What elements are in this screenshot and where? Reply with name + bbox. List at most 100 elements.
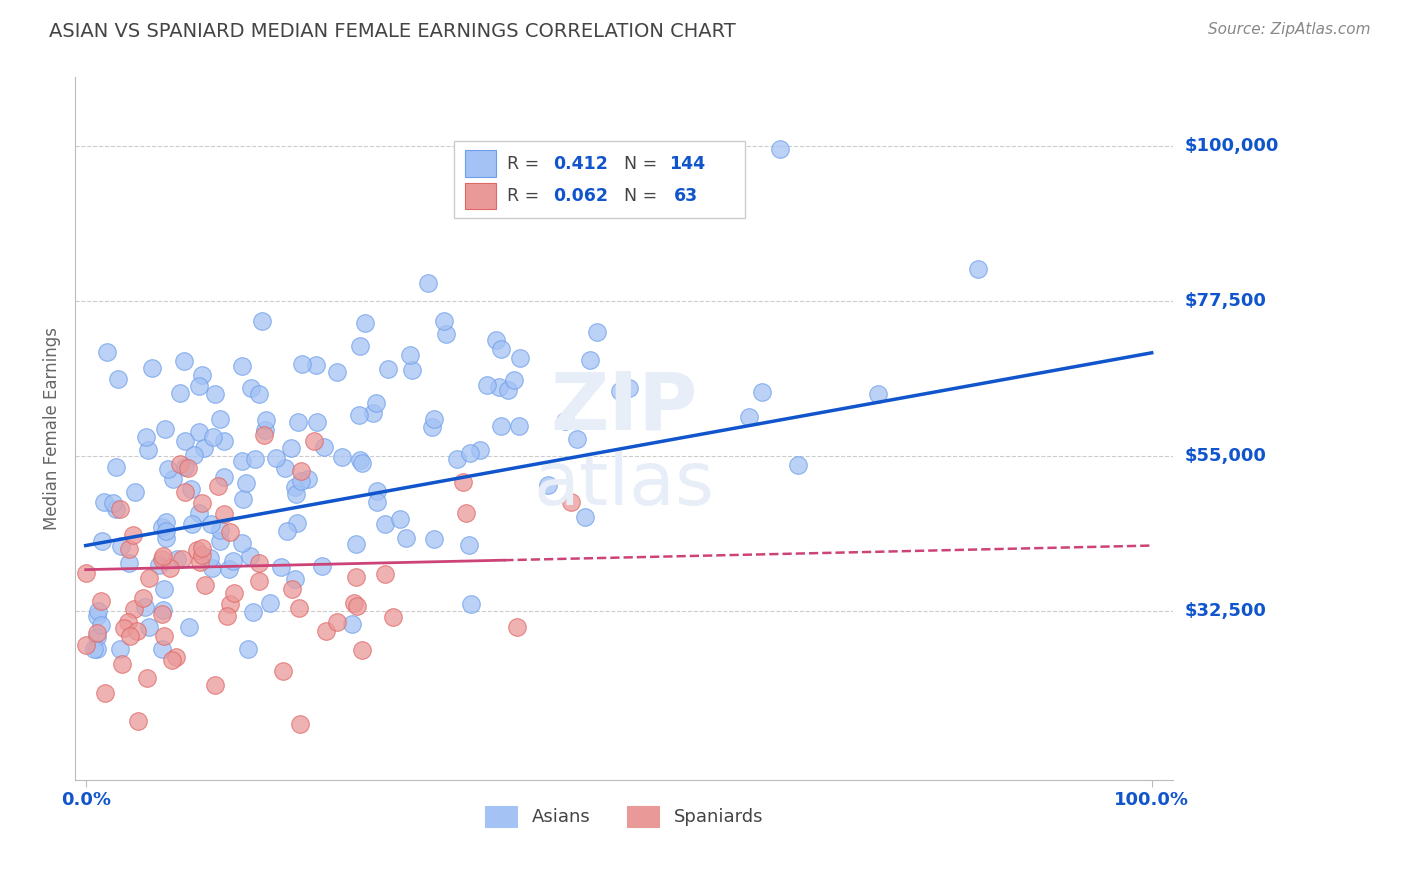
Point <box>349 453 371 467</box>
Point <box>496 383 519 397</box>
Point <box>86 625 108 640</box>
Point <box>868 387 890 401</box>
Point <box>231 359 253 374</box>
Point <box>157 462 180 476</box>
Point <box>249 556 271 570</box>
Point <box>349 409 371 423</box>
Point <box>207 479 229 493</box>
Point <box>101 496 124 510</box>
Point <box>314 440 336 454</box>
Point <box>560 495 582 509</box>
Point <box>491 419 513 434</box>
Point <box>537 478 560 492</box>
Point <box>112 621 135 635</box>
Point <box>966 262 988 277</box>
Point <box>388 512 411 526</box>
Point <box>253 428 276 442</box>
Point <box>169 386 191 401</box>
FancyBboxPatch shape <box>465 151 495 178</box>
Point <box>508 418 530 433</box>
Point <box>224 585 246 599</box>
Point <box>108 641 131 656</box>
Point <box>769 142 792 156</box>
Point <box>86 641 108 656</box>
Point <box>222 554 245 568</box>
Point <box>204 386 226 401</box>
Point <box>280 441 302 455</box>
Point <box>330 450 353 464</box>
Point <box>305 415 328 429</box>
Point <box>141 360 163 375</box>
Point <box>155 524 177 538</box>
Point <box>150 607 173 622</box>
Point <box>177 619 200 633</box>
Point <box>232 492 254 507</box>
Point <box>284 480 307 494</box>
FancyBboxPatch shape <box>454 141 745 218</box>
Point <box>124 484 146 499</box>
Text: N =: N = <box>624 155 662 173</box>
Point <box>90 593 112 607</box>
Point <box>193 441 215 455</box>
Point <box>364 396 387 410</box>
Point <box>395 531 418 545</box>
Point <box>485 334 508 348</box>
Point <box>162 653 184 667</box>
Text: $100,000: $100,000 <box>1184 137 1278 155</box>
Point <box>236 641 259 656</box>
Y-axis label: Median Female Earnings: Median Female Earnings <box>44 327 60 530</box>
Point <box>165 649 187 664</box>
Text: N =: N = <box>624 187 662 205</box>
Point <box>191 496 214 510</box>
Point <box>276 524 298 538</box>
Point <box>153 582 176 596</box>
Point <box>212 507 235 521</box>
Point <box>287 601 309 615</box>
Point <box>285 516 308 530</box>
Point <box>153 629 176 643</box>
Point <box>342 616 364 631</box>
Point <box>150 641 173 656</box>
Text: 0.062: 0.062 <box>553 187 607 205</box>
Point <box>243 451 266 466</box>
Point <box>505 620 527 634</box>
Point <box>451 475 474 489</box>
Point <box>83 641 105 656</box>
Text: $77,500: $77,500 <box>1184 293 1265 310</box>
Point <box>135 430 157 444</box>
Point <box>136 671 159 685</box>
Point <box>118 542 141 557</box>
Point <box>127 714 149 728</box>
Point <box>104 460 127 475</box>
Point <box>353 316 375 330</box>
Point <box>86 630 108 644</box>
Point <box>458 446 481 460</box>
Text: R =: R = <box>506 187 544 205</box>
Point <box>152 549 174 564</box>
Point <box>247 387 270 401</box>
Point <box>422 412 444 426</box>
Point <box>169 458 191 472</box>
Point <box>86 604 108 618</box>
Point <box>751 384 773 399</box>
Point <box>166 552 188 566</box>
Point <box>209 534 232 549</box>
Point <box>212 434 235 449</box>
Legend: Asians, Spaniards: Asians, Spaniards <box>478 798 770 834</box>
Point <box>75 566 97 581</box>
Point <box>191 541 214 556</box>
Point <box>609 384 631 398</box>
Text: 0.412: 0.412 <box>553 155 607 173</box>
Point <box>433 314 456 328</box>
Point <box>350 643 373 657</box>
Point <box>162 472 184 486</box>
Point <box>377 361 399 376</box>
Point <box>150 520 173 534</box>
Point <box>209 524 232 538</box>
Point <box>565 432 588 446</box>
Point <box>117 615 139 629</box>
Point <box>315 624 337 638</box>
Point <box>325 615 347 629</box>
Point <box>281 582 304 596</box>
Point <box>127 624 149 638</box>
